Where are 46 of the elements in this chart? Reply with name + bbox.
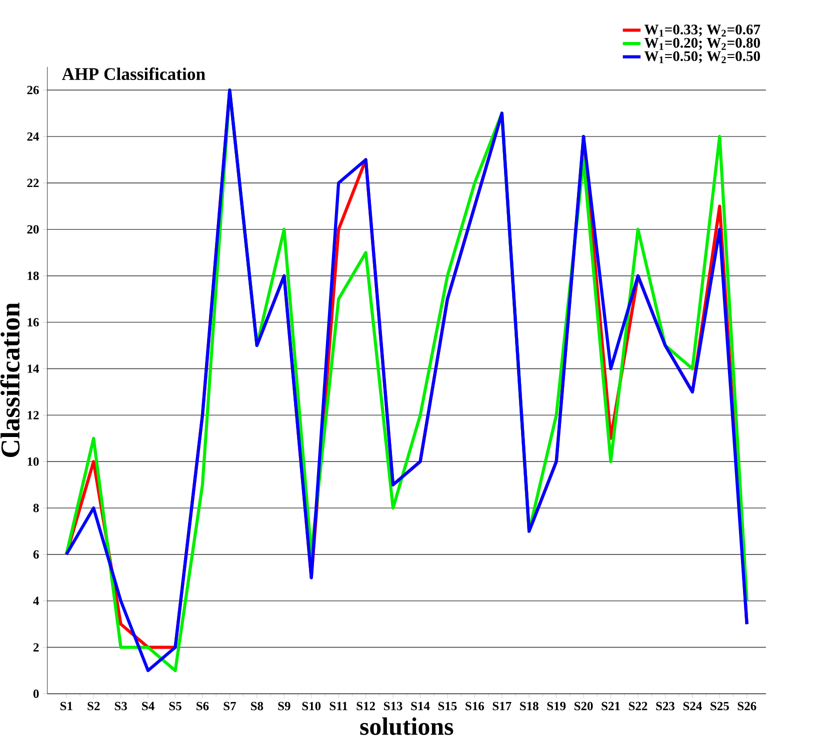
x-tick-label: S3 — [114, 702, 127, 710]
x-tick-label: S25 — [710, 702, 729, 710]
x-tick-label: S4 — [142, 702, 154, 710]
y-tick-label: 14 — [28, 364, 39, 373]
x-tick-label: S23 — [656, 702, 674, 710]
x-tick-label: S1 — [60, 702, 72, 710]
x-tick-label: S21 — [602, 702, 620, 710]
x-tick-label: S5 — [169, 702, 182, 710]
y-tick-label: 12 — [28, 410, 39, 420]
x-tick-label: S9 — [278, 702, 290, 710]
x-tick-label: S11 — [330, 702, 348, 710]
x-tick-label: S16 — [466, 702, 484, 710]
x-tick-label: S6 — [196, 702, 209, 710]
y-tick-label: 6 — [33, 550, 39, 559]
y-tick-label: 26 — [27, 86, 39, 94]
x-tick-label: S24 — [683, 702, 702, 710]
x-tick-label: S14 — [411, 702, 430, 710]
legend-label: W$_{1}$=0.33; W$_{2}$=0.67 — [644, 24, 760, 36]
x-tick-label: S15 — [438, 702, 457, 710]
y-tick-label: 16 — [28, 318, 39, 326]
x-tick-label: S17 — [492, 702, 512, 710]
x-tick-label: S8 — [250, 702, 264, 710]
y-tick-label: 22 — [27, 178, 39, 187]
legend-label: W$_{1}$=0.50; W$_{2}$=0.50 — [644, 51, 760, 64]
x-tick-label: S22 — [628, 702, 648, 710]
x-tick-label: S19 — [547, 702, 566, 710]
x-tick-label: S18 — [520, 702, 538, 710]
legend-label: W$_{1}$=0.20; W$_{2}$=0.80 — [644, 38, 760, 50]
x-tick-label: S20 — [574, 702, 593, 710]
x-tick-label: S13 — [384, 702, 402, 710]
x-tick-label: S2 — [88, 702, 100, 710]
y-tick-label: 24 — [27, 132, 39, 141]
x-axis-title: solutions — [360, 717, 454, 735]
y-tick-label: 4 — [33, 596, 39, 605]
x-tick-label: S10 — [302, 702, 321, 710]
x-tick-label: S26 — [738, 702, 756, 710]
y-tick-label: 18 — [28, 272, 39, 280]
y-axis-title: Classification — [0, 302, 20, 457]
chart-title: AHP Classification — [62, 67, 206, 80]
y-tick-label: 8 — [33, 504, 39, 512]
y-tick-label: 2 — [33, 643, 39, 652]
y-tick-label: 0 — [33, 689, 39, 698]
x-tick-label: S12 — [356, 702, 375, 710]
x-tick-label: S7 — [224, 702, 236, 710]
y-tick-label: 10 — [28, 457, 39, 466]
y-tick-label: 20 — [27, 225, 39, 234]
